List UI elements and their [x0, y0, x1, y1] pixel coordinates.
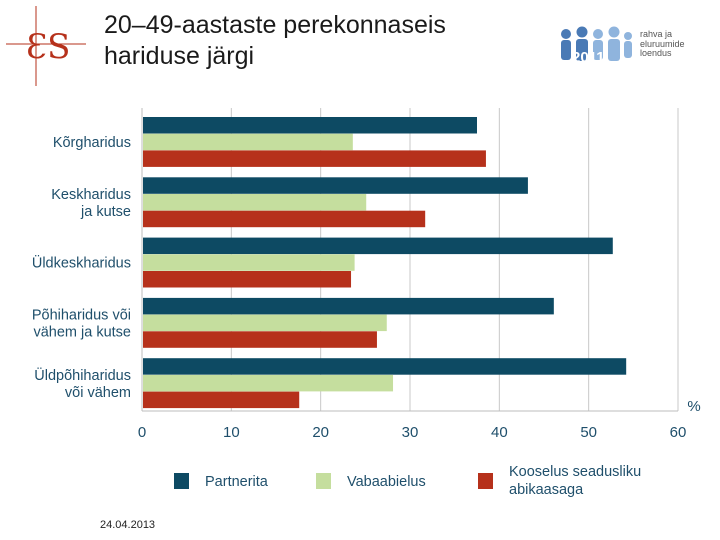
x-tick-label: 10 [223, 424, 240, 441]
x-tick-label: 50 [580, 424, 597, 441]
bar [143, 177, 528, 194]
x-tick-label: 60 [670, 424, 687, 441]
svg-text:2011: 2011 [572, 49, 605, 66]
bar [143, 314, 387, 332]
bar [143, 374, 394, 392]
legend-swatch [316, 473, 331, 489]
bar [143, 391, 300, 409]
footer-date: 24.04.2013 [100, 519, 156, 531]
bar [143, 117, 477, 134]
svg-text:ƐS: ƐS [26, 27, 70, 67]
x-axis-unit: % [687, 398, 700, 415]
bar [143, 271, 352, 288]
page-title: 20–49-aastaste perekonnaseis hariduse jä… [104, 10, 544, 72]
category-label: Keskharidus ja kutse [51, 187, 131, 220]
bar [143, 254, 355, 271]
category-label: Põhiharidus või vähem ja kutse [32, 307, 131, 340]
bar [143, 331, 377, 348]
legend-swatch [478, 473, 493, 489]
bar [143, 150, 486, 167]
x-tick-label: 0 [138, 424, 146, 441]
x-tick-label: 40 [491, 424, 508, 441]
bar [143, 194, 367, 211]
census-logo-text: rahva ja eluruumide loendus [640, 29, 685, 58]
legend-swatch [174, 473, 189, 489]
bar [143, 210, 426, 228]
x-tick-label: 30 [402, 424, 419, 441]
es-monogram-logo: ƐS [6, 6, 86, 86]
title-line-2: hariduse järgi [104, 42, 255, 70]
legend-label: Partnerita [205, 474, 269, 490]
bar [143, 358, 627, 375]
bar [143, 133, 353, 151]
legend-label: Kooselus seadusliku abikaasaga [509, 464, 641, 498]
census-people-icon: 2011 [561, 26, 632, 66]
title-line-1: 20–49-aastaste perekonnaseis [104, 11, 446, 39]
bar [143, 237, 613, 255]
category-label: Üldpõhiharidus või vähem [34, 366, 131, 401]
x-tick-label: 20 [312, 424, 329, 441]
legend-label: Vabaabielus [347, 474, 426, 490]
census-logo: 2011 rahva ja eluruumide loendus [556, 18, 706, 70]
category-label: Üldkeskharidus [32, 254, 131, 272]
bar [143, 297, 554, 315]
category-label: Kõrgharidus [53, 135, 131, 151]
